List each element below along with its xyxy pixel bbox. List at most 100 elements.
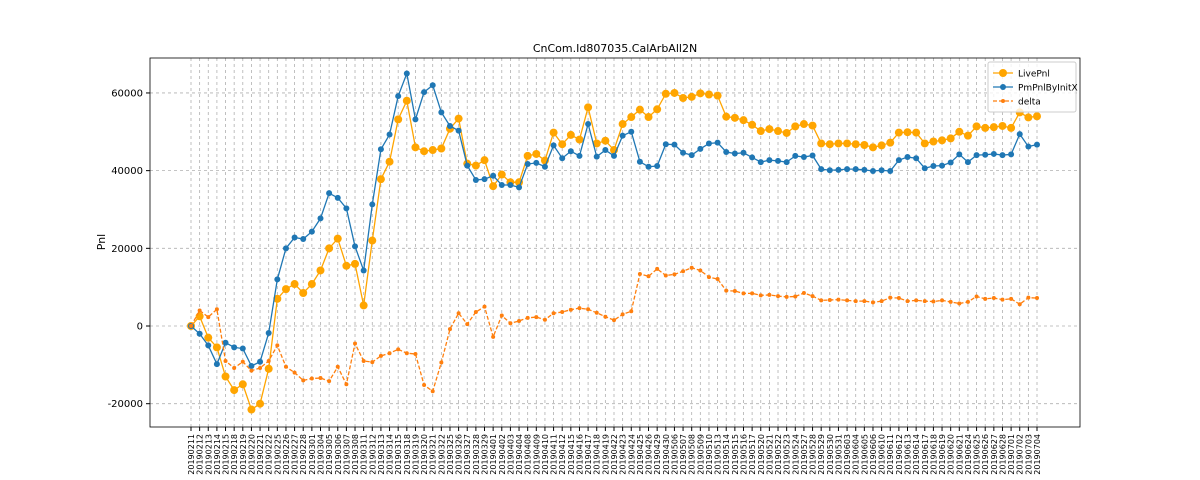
point [232, 365, 237, 370]
point [551, 311, 556, 316]
point [359, 301, 368, 310]
point [670, 88, 679, 97]
x-tick-label: 20190411 [550, 434, 559, 475]
x-tick-label: 20190314 [386, 434, 395, 475]
point [482, 304, 487, 309]
point [542, 317, 547, 322]
point [687, 92, 696, 101]
point [258, 365, 263, 370]
point [636, 158, 643, 165]
point [741, 291, 746, 296]
point [197, 308, 202, 313]
y-tick-label: 40000 [111, 166, 143, 177]
point [611, 152, 617, 159]
point [956, 151, 963, 158]
point [334, 194, 341, 201]
point [957, 301, 962, 306]
point [782, 128, 791, 137]
legend-label: PmPnlByInitX [1018, 84, 1078, 94]
legend-box [987, 61, 1077, 113]
point [481, 176, 488, 183]
point [662, 141, 669, 148]
point [818, 166, 825, 173]
x-tick-label: 20190522 [774, 434, 783, 475]
point [930, 162, 937, 169]
point [508, 321, 513, 326]
point [635, 105, 644, 114]
point [422, 383, 427, 388]
point [465, 322, 470, 327]
point [888, 295, 893, 300]
point [661, 89, 670, 98]
x-tick-label: 20190625 [973, 434, 982, 475]
point [411, 143, 420, 152]
point [844, 166, 851, 173]
point [724, 288, 729, 293]
point [327, 379, 332, 384]
x-tick-label: 20190619 [938, 434, 947, 475]
x-tick-label: 20190506 [670, 434, 679, 475]
x-tick-label: 20190517 [748, 434, 757, 475]
point [292, 370, 297, 375]
point [653, 105, 662, 114]
point [413, 351, 418, 356]
point [784, 294, 789, 299]
x-tick-label: 20190425 [636, 434, 645, 475]
point [799, 120, 808, 129]
point [698, 268, 703, 273]
point [739, 116, 748, 125]
x-tick-label: 20190326 [455, 434, 464, 475]
point [756, 127, 765, 136]
point [602, 147, 609, 154]
point [827, 297, 832, 302]
point [584, 103, 593, 112]
point [1024, 113, 1033, 122]
point [722, 112, 731, 121]
x-tick-label: 20190613 [904, 434, 913, 475]
point [412, 116, 419, 123]
x-tick-label: 20190214 [213, 434, 222, 475]
point [558, 140, 567, 149]
point [222, 339, 229, 346]
x-tick-label: 20190401 [489, 434, 498, 475]
x-tick-label: 20190514 [722, 434, 731, 475]
chart-title: CnCom.Id807035.CalArbAll2N [533, 42, 697, 55]
point [939, 162, 946, 169]
point [895, 157, 902, 164]
point [1008, 151, 1015, 158]
x-tick-label: 20190219 [239, 434, 248, 475]
point [868, 143, 877, 152]
x-tick-label: 20190211 [187, 434, 196, 475]
point [1009, 296, 1014, 301]
point [663, 273, 668, 278]
x-tick-label: 20190417 [584, 434, 593, 475]
point [490, 172, 497, 179]
point [740, 149, 747, 156]
x-tick-label: 20190528 [809, 434, 818, 475]
x-tick-label: 20190524 [791, 434, 800, 475]
point [903, 128, 912, 137]
point [342, 261, 351, 270]
point [385, 157, 394, 166]
point [792, 152, 799, 159]
point [861, 166, 868, 173]
point [672, 272, 677, 277]
point [1007, 123, 1016, 132]
y-tick-label: 20000 [111, 244, 143, 255]
point [221, 372, 230, 381]
point [455, 127, 462, 134]
point [403, 70, 410, 77]
x-tick-label: 20190213 [204, 434, 213, 475]
point [472, 176, 479, 183]
point [696, 89, 705, 98]
legend-marker [1000, 84, 1006, 90]
x-tick-label: 20190516 [739, 434, 748, 475]
x-tick-label: 20190426 [645, 434, 654, 475]
x-tick-label: 20190329 [481, 434, 490, 475]
point [212, 343, 221, 352]
point [810, 294, 815, 299]
x-tick-label: 20190319 [411, 434, 420, 475]
point [679, 94, 688, 103]
x-tick-label: 20190627 [990, 434, 999, 475]
